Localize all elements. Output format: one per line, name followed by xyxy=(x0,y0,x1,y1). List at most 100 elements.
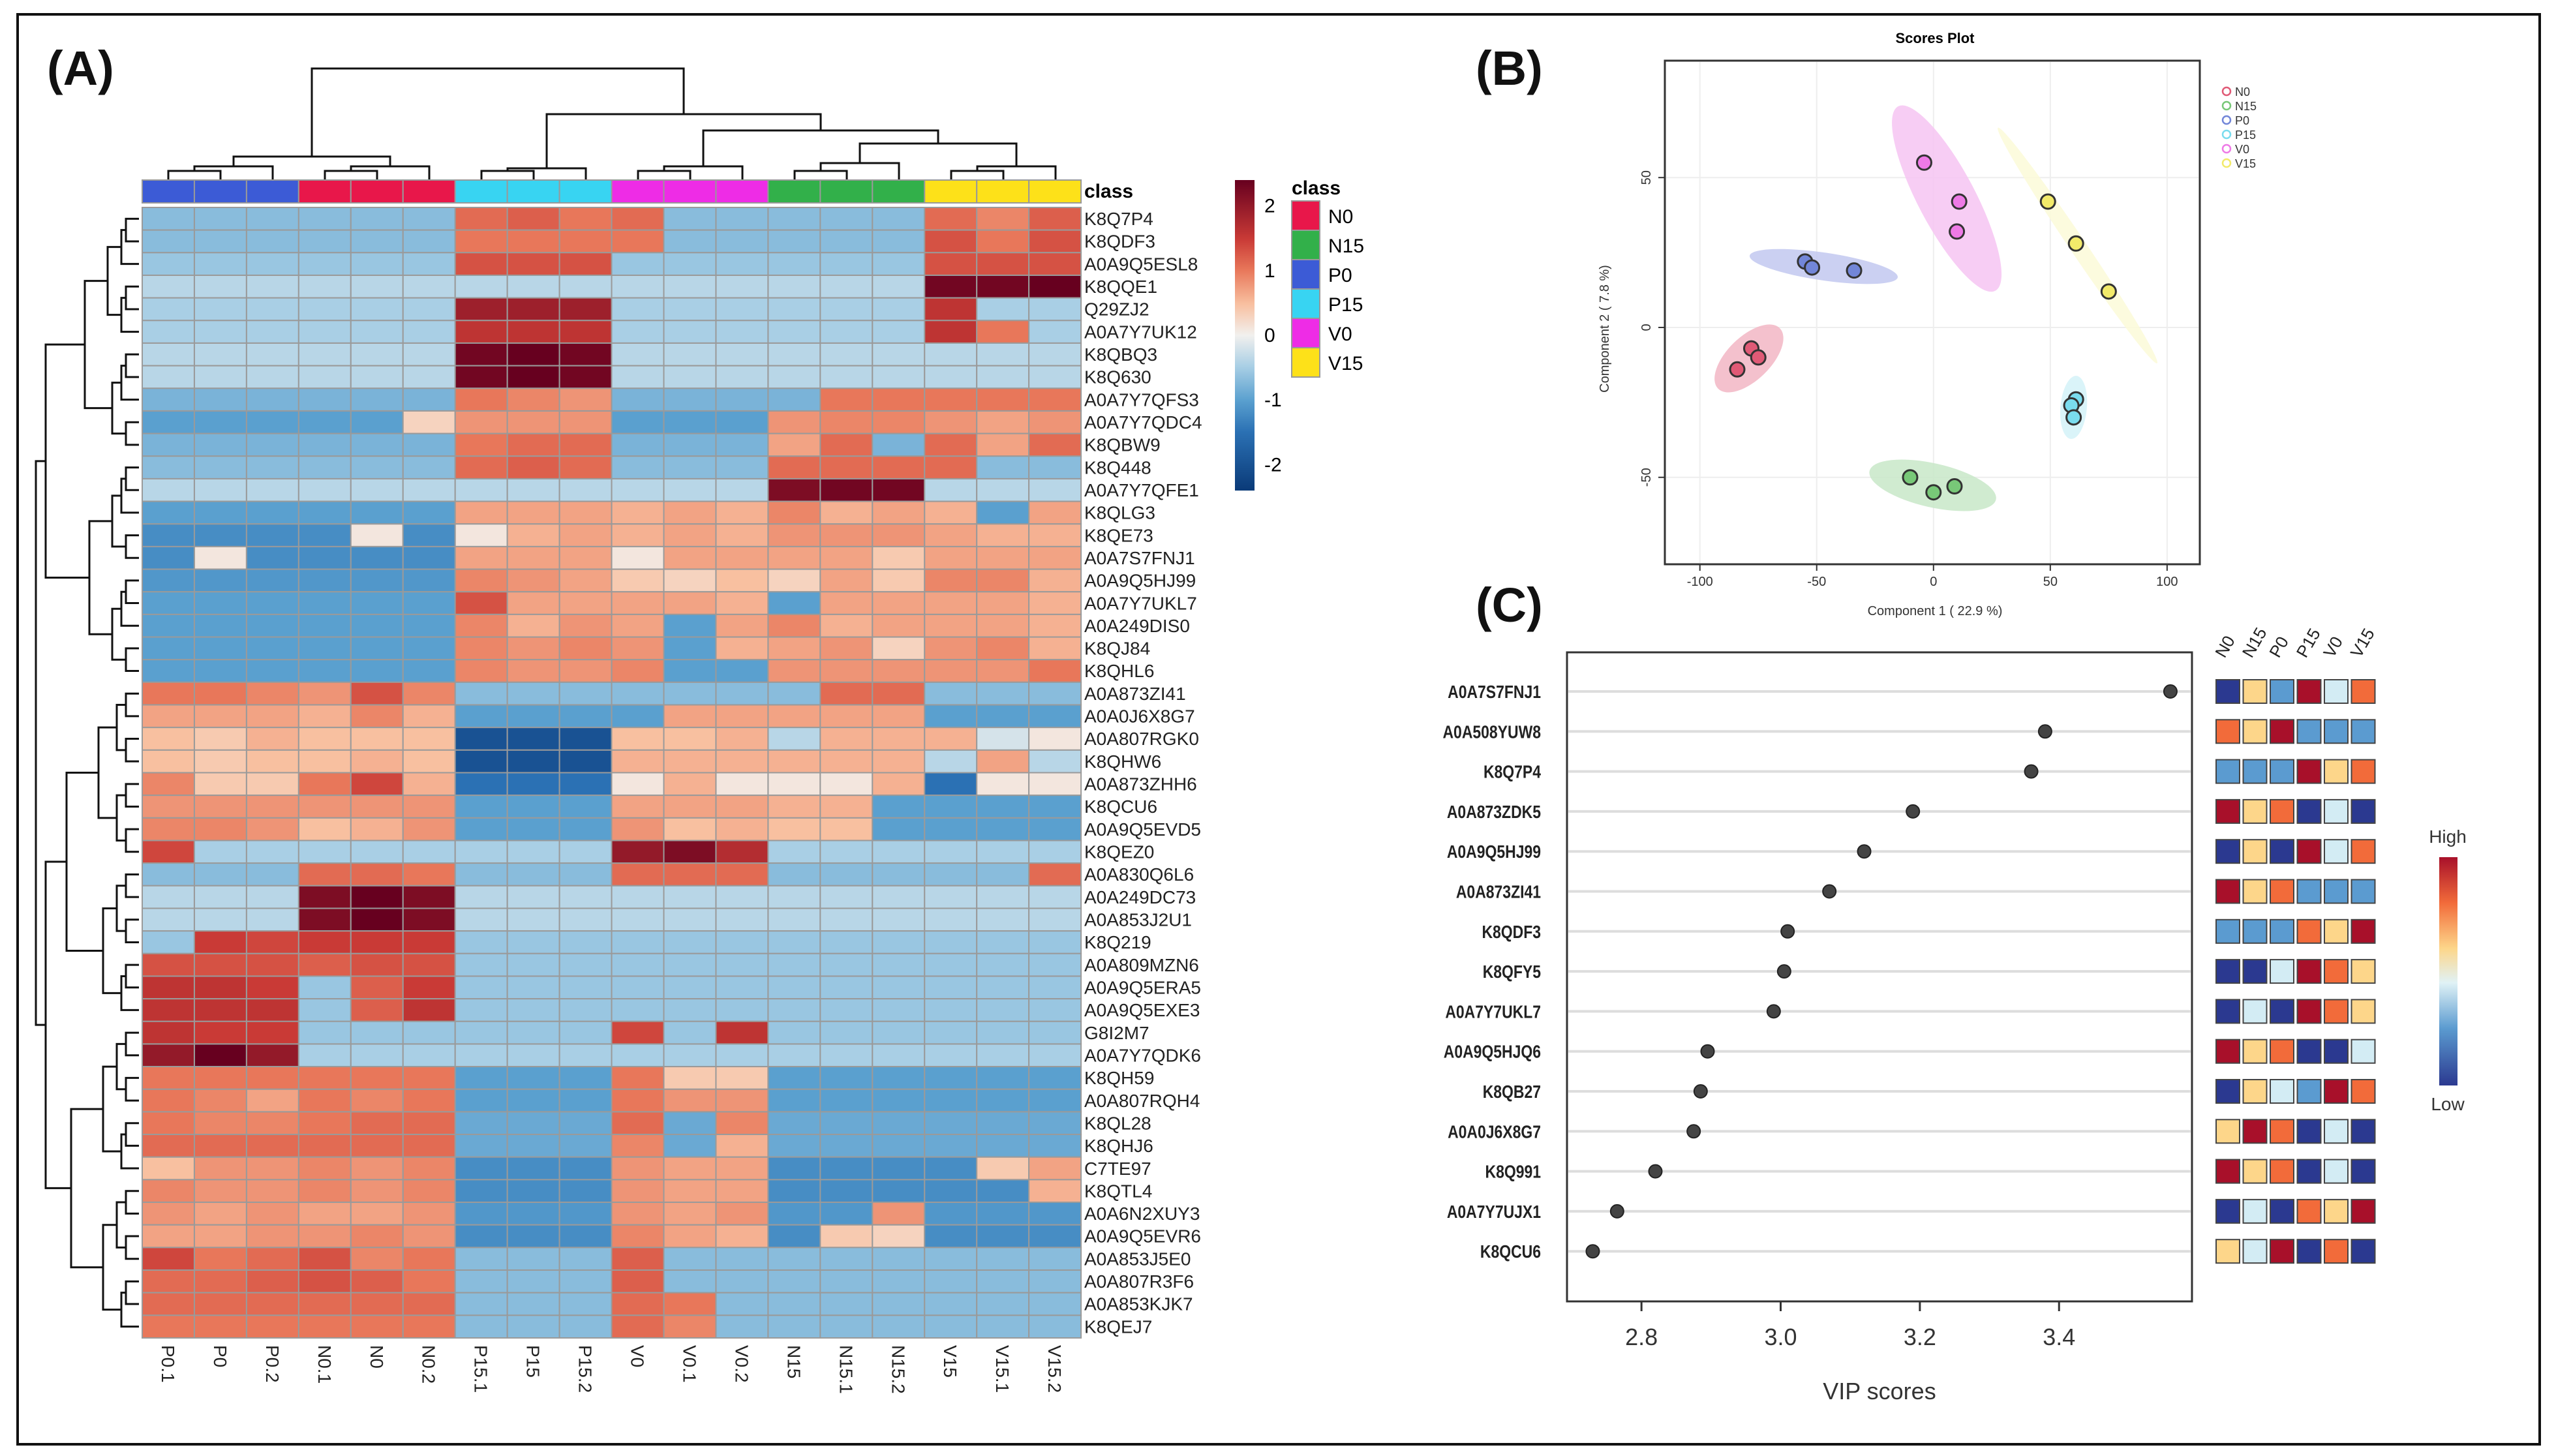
heatmap-cell xyxy=(1028,591,1082,615)
heatmap-cell xyxy=(454,727,508,751)
heatmap-cell xyxy=(924,1179,978,1204)
heatmap-cell xyxy=(350,274,404,299)
row-label: A0A807RQH4 xyxy=(1084,1091,1200,1111)
colorbar-tick: 1 xyxy=(1264,260,1275,282)
heatmap-cell xyxy=(454,320,508,344)
heatmap-cell xyxy=(663,365,717,389)
heatmap-cell xyxy=(872,885,926,909)
heatmap-cell xyxy=(402,1224,456,1249)
vip-group-square xyxy=(2296,999,2322,1024)
heatmap-cell xyxy=(454,1179,508,1204)
heatmap-cell xyxy=(558,613,613,638)
vip-point xyxy=(2037,724,2052,739)
heatmap-cell xyxy=(245,297,299,322)
class-legend-swatch xyxy=(1291,230,1320,260)
heatmap-cell xyxy=(506,342,560,367)
heatmap-cell xyxy=(611,274,665,299)
heatmap-cell xyxy=(142,545,195,570)
dendrogram-branch xyxy=(125,1122,139,1147)
heatmap-cell xyxy=(924,455,978,479)
heatmap-cell xyxy=(506,1111,560,1136)
class-legend-title: class xyxy=(1292,177,1341,199)
heatmap-cell xyxy=(350,1020,404,1045)
heatmap-cell xyxy=(924,1224,978,1249)
row-label: A0A9Q5EVD5 xyxy=(1084,819,1201,840)
heatmap-cell xyxy=(819,1247,874,1271)
heatmap-cell xyxy=(819,840,874,864)
heatmap-cell xyxy=(715,252,769,276)
heatmap-cell xyxy=(454,478,508,502)
heatmap-cell xyxy=(558,320,613,344)
heatmap-cell xyxy=(924,975,978,1000)
heatmap-cell xyxy=(663,885,717,909)
heatmap-cell xyxy=(454,523,508,547)
heatmap-cell xyxy=(872,410,926,434)
heatmap-cell xyxy=(663,1020,717,1045)
point-N15 xyxy=(1946,478,1963,495)
row-label: A0A9Q5ERA5 xyxy=(1084,977,1201,997)
heatmap-cell xyxy=(297,545,352,570)
heatmap-cell xyxy=(142,727,195,751)
heatmap-cell xyxy=(767,659,821,683)
heatmap-cell xyxy=(767,207,821,231)
heatmap-cell xyxy=(193,229,247,254)
heatmap-cells xyxy=(142,207,1082,1339)
heatmap-cell xyxy=(1028,1202,1082,1226)
heatmap-cell xyxy=(142,930,195,954)
class-bar-cell-N15 xyxy=(872,179,926,204)
heatmap-cell xyxy=(558,1292,613,1316)
heatmap-cell xyxy=(402,1292,456,1316)
vip-group-square xyxy=(2270,999,2294,1024)
heatmap-cell xyxy=(454,907,508,932)
heatmap-cell xyxy=(350,1269,404,1294)
heatmap-cell xyxy=(819,523,874,547)
heatmap-cell xyxy=(402,1111,456,1136)
heatmap-cell xyxy=(402,545,456,570)
heatmap-cell xyxy=(454,817,508,842)
point-V0 xyxy=(1949,223,1966,240)
heatmap-cell xyxy=(611,817,665,842)
heatmap-cell xyxy=(245,1202,299,1226)
heatmap-cell xyxy=(611,1292,665,1316)
heatmap-cell xyxy=(1028,840,1082,864)
heatmap-cell xyxy=(872,998,926,1022)
heatmap-cell xyxy=(142,1066,195,1090)
vip-group-square xyxy=(2351,679,2376,704)
heatmap-cell xyxy=(819,1156,874,1181)
vip-point xyxy=(1609,1204,1624,1219)
vip-group-square xyxy=(2296,679,2322,704)
heatmap-cell xyxy=(142,591,195,615)
vip-feature-label: A0A9Q5HJ99 xyxy=(1447,842,1541,862)
heatmap-cell xyxy=(976,1020,1030,1045)
heatmap-cell xyxy=(767,297,821,322)
heatmap-cell xyxy=(506,1043,560,1068)
heatmap-cell xyxy=(506,840,560,864)
heatmap-cell xyxy=(976,998,1030,1022)
heatmap-cell xyxy=(924,727,978,751)
heatmap-cell xyxy=(558,930,613,954)
row-label: A0A830Q6L6 xyxy=(1084,864,1194,885)
heatmap-cell xyxy=(1028,478,1082,502)
heatmap-cell xyxy=(402,795,456,819)
heatmap-cell xyxy=(193,1247,247,1271)
heatmap-cell xyxy=(350,523,404,547)
row-label: A0A7Y7QFS3 xyxy=(1084,389,1199,410)
heatmap-cell xyxy=(715,274,769,299)
legend-marker-N15 xyxy=(2221,100,2232,111)
vip-group-square xyxy=(2324,1119,2349,1144)
vip-group-square xyxy=(2215,839,2240,864)
heatmap-cell xyxy=(142,387,195,412)
vip-group-square xyxy=(2215,1198,2240,1224)
heatmap-cell xyxy=(976,568,1030,593)
heatmap-cell xyxy=(1028,1314,1082,1339)
heatmap-cell xyxy=(1028,387,1082,412)
heatmap-cell xyxy=(350,907,404,932)
heatmap-cell xyxy=(350,930,404,954)
heatmap-cell xyxy=(611,1043,665,1068)
heatmap-cell xyxy=(142,297,195,322)
heatmap-cell xyxy=(350,1134,404,1158)
heatmap-cell xyxy=(976,975,1030,1000)
panel-b-tag: (B) xyxy=(1476,41,1543,95)
heatmap-cell xyxy=(350,613,404,638)
heatmap-cell xyxy=(872,320,926,344)
